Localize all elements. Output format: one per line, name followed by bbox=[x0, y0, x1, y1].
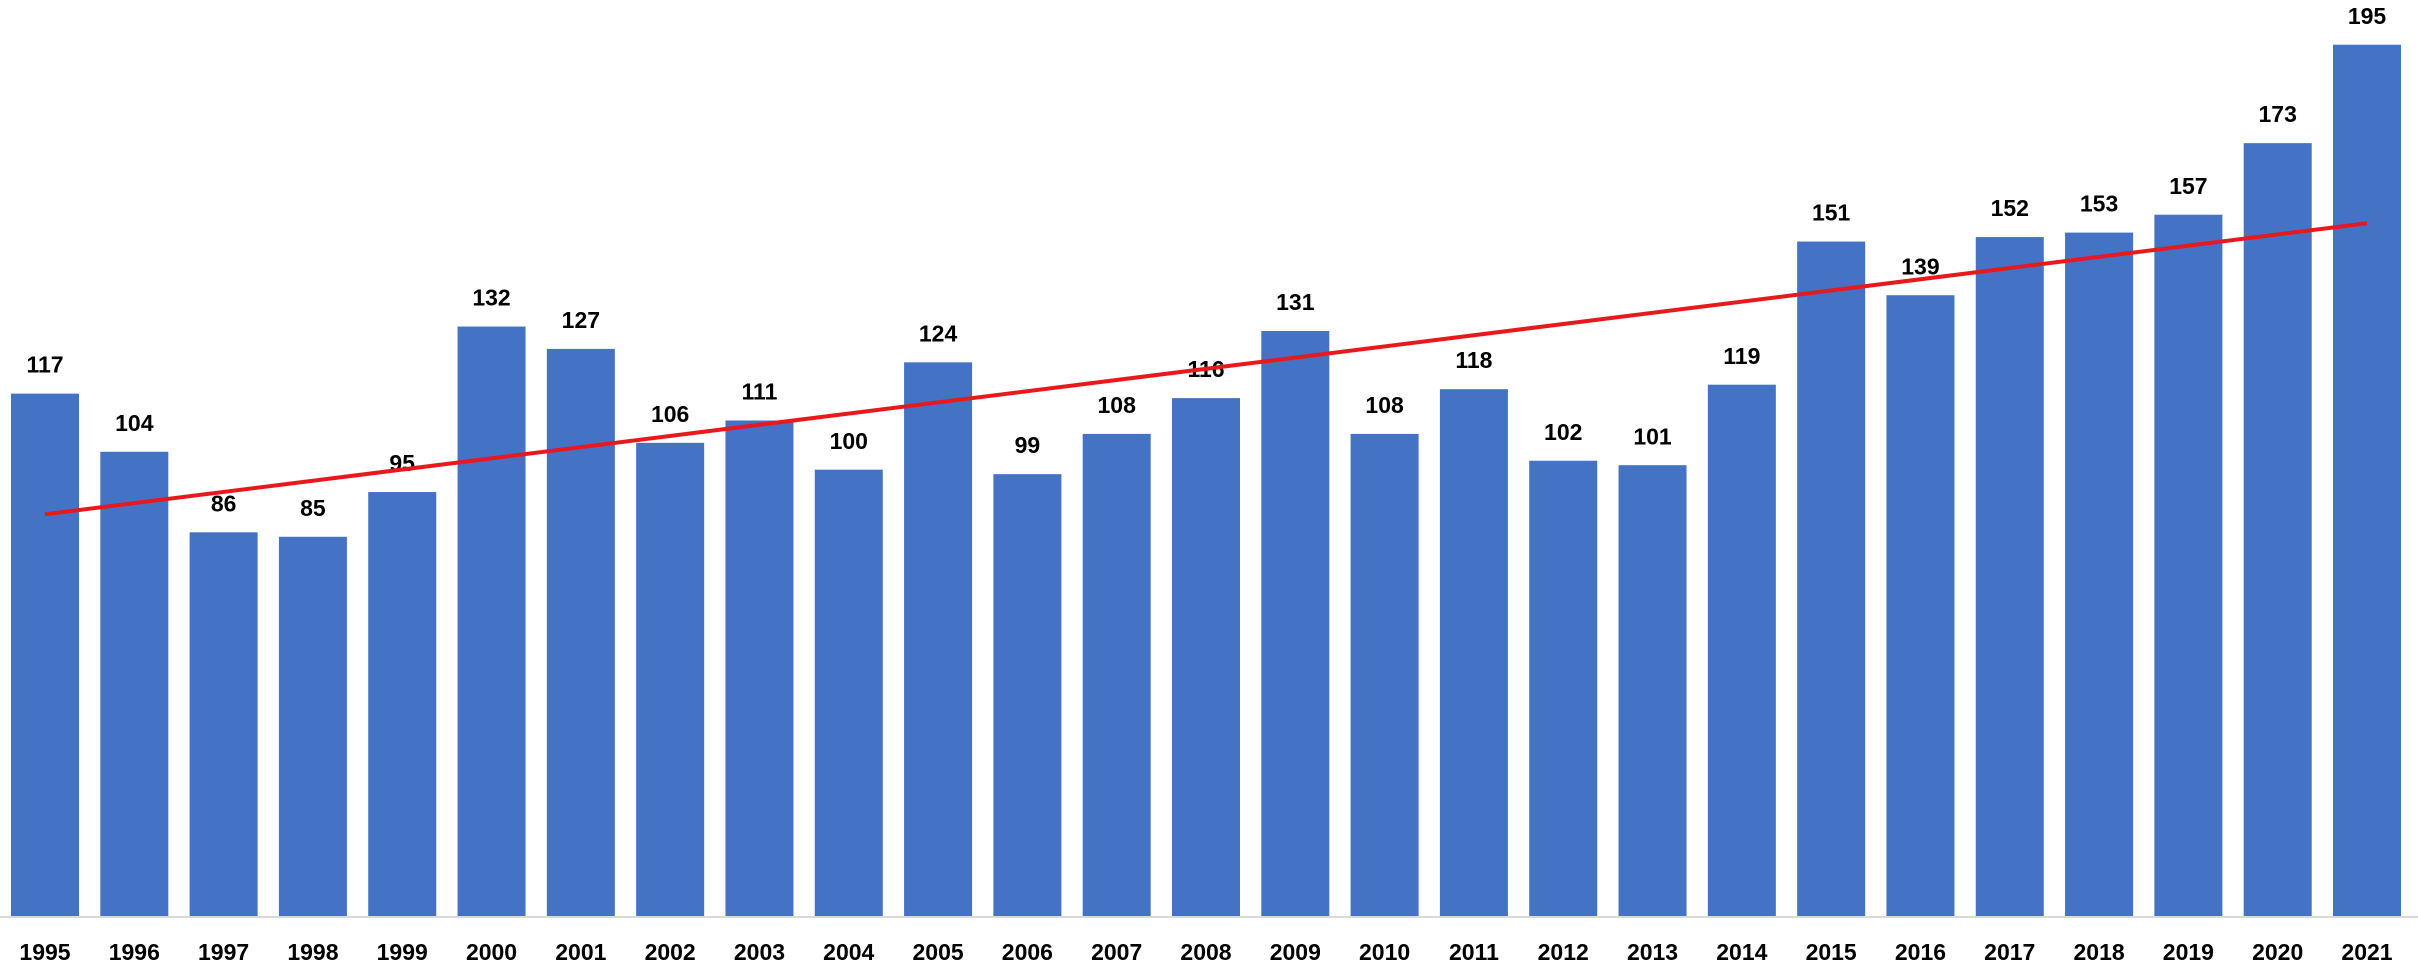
bar bbox=[1261, 331, 1330, 917]
bar bbox=[1529, 460, 1598, 917]
bar bbox=[1350, 433, 1419, 917]
x-tick-label: 2000 bbox=[466, 939, 517, 964]
x-tick-label: 2012 bbox=[1538, 939, 1589, 964]
value-label: 153 bbox=[2080, 191, 2118, 217]
trend-line bbox=[44, 221, 2368, 517]
bar bbox=[457, 326, 526, 917]
value-label: 117 bbox=[26, 352, 63, 378]
x-tick-label: 1999 bbox=[377, 939, 428, 964]
value-label: 106 bbox=[651, 401, 689, 427]
x-tick-label: 2018 bbox=[2073, 939, 2124, 964]
bar bbox=[1618, 465, 1687, 917]
bar bbox=[11, 393, 79, 917]
value-label: 108 bbox=[1365, 392, 1404, 418]
bar bbox=[1082, 433, 1151, 917]
value-label: 111 bbox=[742, 379, 778, 405]
bar bbox=[993, 474, 1062, 917]
x-tick-label: 2016 bbox=[1895, 939, 1946, 964]
x-tick-label: 1998 bbox=[287, 939, 338, 964]
x-tick-label: 2015 bbox=[1806, 939, 1857, 964]
value-label: 152 bbox=[1991, 195, 2029, 221]
value-label: 124 bbox=[919, 320, 958, 346]
bar bbox=[725, 420, 794, 917]
value-label: 151 bbox=[1812, 200, 1851, 226]
x-tick-label: 2010 bbox=[1359, 939, 1410, 964]
x-tick-label: 2004 bbox=[823, 939, 874, 964]
bar bbox=[1797, 241, 1866, 918]
bar bbox=[2333, 44, 2401, 918]
x-tick-label: 2014 bbox=[1716, 939, 1767, 964]
bar bbox=[1886, 295, 1955, 918]
value-label: 102 bbox=[1544, 419, 1582, 445]
value-label: 132 bbox=[472, 285, 510, 311]
value-label: 119 bbox=[1723, 343, 1760, 369]
value-label: 139 bbox=[1901, 253, 1939, 279]
x-tick-label: 1997 bbox=[198, 939, 249, 964]
bar bbox=[2243, 143, 2312, 917]
bar bbox=[1439, 389, 1508, 917]
x-tick-label: 2013 bbox=[1627, 939, 1678, 964]
value-label: 101 bbox=[1633, 423, 1672, 449]
x-tick-label: 2002 bbox=[645, 939, 696, 964]
x-tick-label: 2009 bbox=[1270, 939, 1321, 964]
x-tick-label: 2008 bbox=[1180, 939, 1231, 964]
value-label: 127 bbox=[562, 307, 600, 333]
bar bbox=[1172, 398, 1240, 917]
x-tick-label: 1996 bbox=[109, 939, 160, 964]
value-label: 104 bbox=[115, 410, 154, 436]
value-label: 118 bbox=[1455, 347, 1492, 373]
bar bbox=[189, 532, 258, 917]
x-tick-label: 2001 bbox=[555, 939, 606, 964]
value-label: 157 bbox=[2169, 173, 2207, 199]
x-tick-label: 2007 bbox=[1091, 939, 1142, 964]
value-label: 195 bbox=[2348, 3, 2387, 29]
x-tick-label: 1995 bbox=[19, 939, 70, 964]
x-tick-label: 2006 bbox=[1002, 939, 1053, 964]
bar bbox=[368, 492, 437, 917]
value-label: 100 bbox=[830, 428, 868, 454]
bar bbox=[904, 362, 973, 917]
x-tick-label: 2021 bbox=[2341, 939, 2392, 964]
x-tick-label: 2019 bbox=[2163, 939, 2214, 964]
value-label: 99 bbox=[1015, 432, 1041, 458]
bar bbox=[278, 536, 347, 917]
value-label: 108 bbox=[1098, 392, 1137, 418]
x-tick-label: 2005 bbox=[912, 939, 963, 964]
bar bbox=[636, 442, 705, 917]
value-label: 173 bbox=[2259, 101, 2297, 127]
x-tick-label: 2011 bbox=[1449, 939, 1499, 964]
bar bbox=[1975, 237, 2044, 917]
bar bbox=[2154, 214, 2223, 918]
x-tick-label: 2017 bbox=[1984, 939, 2035, 964]
value-label: 131 bbox=[1276, 289, 1315, 315]
bar bbox=[1707, 384, 1776, 917]
x-tick-label: 2020 bbox=[2252, 939, 2303, 964]
value-label: 85 bbox=[300, 495, 326, 521]
bar bbox=[814, 469, 883, 917]
bar bbox=[546, 348, 615, 917]
bar bbox=[2065, 232, 2134, 918]
bar bbox=[100, 451, 169, 917]
x-tick-label: 2003 bbox=[734, 939, 785, 964]
